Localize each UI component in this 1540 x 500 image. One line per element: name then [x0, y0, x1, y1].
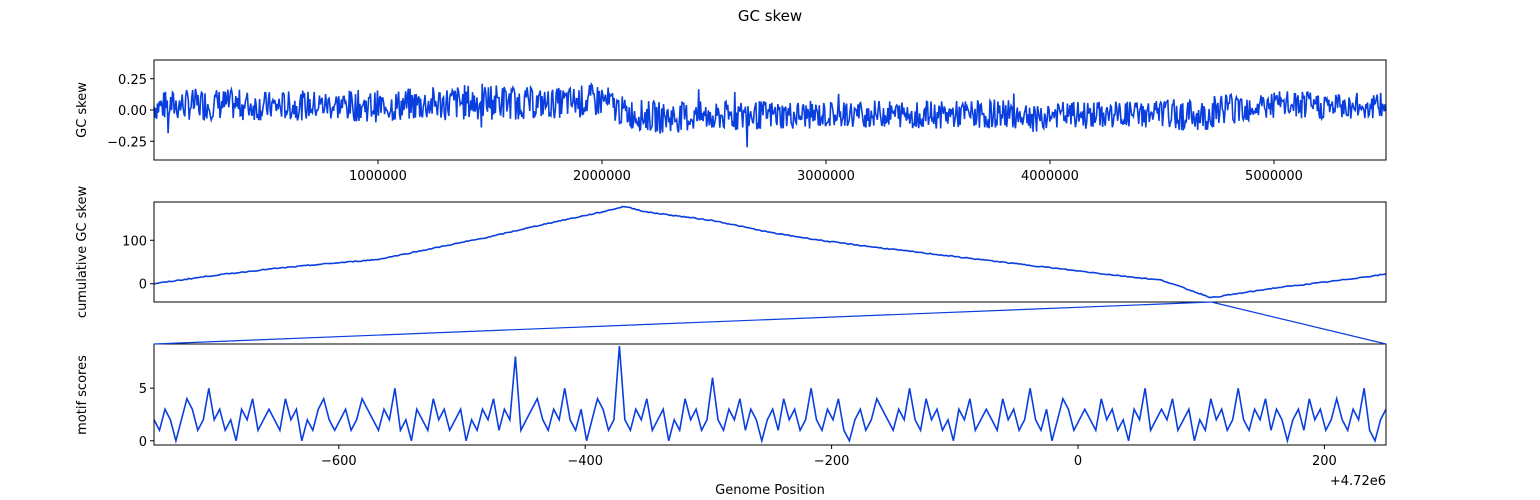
y-tick-label: 0.00	[118, 104, 147, 119]
panel-2-ylabel: motif scores	[75, 355, 90, 435]
panel-frame	[153, 343, 1387, 446]
x-tick-label: −200	[814, 454, 850, 469]
cumulative-gc-skew-line	[153, 205, 1387, 299]
gc-skew-panel: 0.25 0.00 −0.25 1000000 2000000 3000000 400000…	[107, 59, 1387, 184]
x-tick-label: 5000000	[1245, 169, 1303, 184]
y-tick-label: 100	[122, 234, 147, 249]
figure-title: GC skew	[738, 7, 802, 25]
motif-scores-panel: 5 0 −600 −400 −200 0 200	[139, 343, 1387, 469]
y-tick-label: 0	[139, 435, 147, 450]
panel-frame	[153, 201, 1387, 303]
x-tick-label: 0	[1074, 454, 1082, 469]
cumulative-gc-skew-panel: 100 0	[122, 201, 1387, 303]
x-tick-label: 1000000	[349, 169, 407, 184]
zoom-connector-lines	[153, 301, 1387, 345]
zoom-connector-left	[153, 301, 1212, 345]
x-offset-text: +4.72e6	[1330, 474, 1386, 489]
x-tick-label: −400	[567, 454, 603, 469]
panel-0-ylabel: GC skew	[75, 82, 90, 138]
x-tick-label: −600	[321, 454, 357, 469]
x-tick-label: 2000000	[573, 169, 631, 184]
y-tick-label: 5	[139, 382, 147, 397]
x-tick-label: 4000000	[1021, 169, 1079, 184]
x-tick-label: 200	[1312, 454, 1337, 469]
y-tick-label: 0	[139, 278, 147, 293]
y-tick-label: 0.25	[118, 73, 147, 88]
zoom-connector-right	[1211, 301, 1387, 345]
panel-2-xlabel: Genome Position	[715, 483, 825, 498]
x-tick-label: 3000000	[797, 169, 855, 184]
motif-scores-line	[153, 346, 1387, 444]
panel-1-ylabel: cumulative GC skew	[75, 186, 90, 319]
gc-skew-line	[153, 81, 1387, 148]
y-tick-label: −0.25	[107, 135, 147, 150]
